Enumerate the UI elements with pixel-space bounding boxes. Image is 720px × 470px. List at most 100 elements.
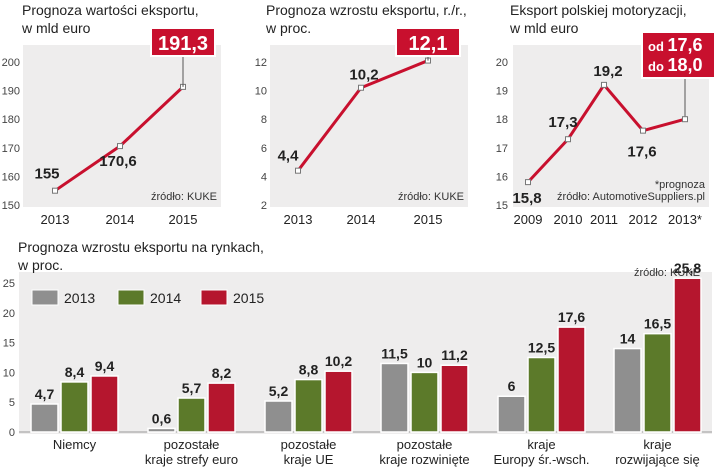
chart-title: Prognoza wzrostu eksportu na rynkach,	[18, 239, 264, 255]
y-tick-label: 5	[9, 397, 15, 409]
data-label: 4,4	[278, 148, 300, 165]
y-tick-label: 190	[2, 86, 20, 98]
y-tick-label: 17	[496, 143, 508, 155]
data-label: 170,6	[99, 153, 137, 170]
legend-swatch	[200, 289, 228, 306]
plot-area	[23, 45, 221, 207]
y-tick-label: 20	[496, 57, 508, 69]
bar	[177, 397, 206, 433]
category-label: kraje rozwinięte	[379, 452, 469, 467]
bar	[90, 375, 119, 433]
bar-value-label: 11,2	[441, 347, 468, 363]
chart-title: w proc.	[17, 257, 63, 273]
bar-value-label: 10	[417, 354, 433, 370]
bar-value-label: 8,4	[65, 364, 85, 380]
bar	[410, 371, 439, 433]
x-tick-label: 2013*	[668, 212, 702, 227]
bar-value-label: 0,6	[152, 410, 172, 426]
plot-area	[270, 45, 468, 207]
y-tick-label: 4	[261, 171, 267, 183]
y-tick-label: 10	[255, 86, 267, 98]
chart-title: Prognoza wartości eksportu,	[22, 2, 199, 18]
bar-value-label: 9,4	[95, 358, 115, 374]
data-point	[682, 116, 688, 123]
category-label: pozostałe	[397, 437, 453, 452]
callout-value: 12,1	[409, 33, 448, 55]
legend-swatch	[31, 289, 59, 306]
bar-value-label: 5,2	[269, 383, 289, 399]
callout-value: 191,3	[158, 33, 208, 55]
chart-title: Eksport polskiej motoryzacji,	[510, 2, 687, 18]
y-tick-label: 200	[2, 57, 20, 69]
y-tick-label: 160	[2, 171, 20, 183]
source-note: źródło: KUKE	[634, 267, 700, 279]
y-tick-label: 18	[496, 114, 508, 126]
category-label: pozostałe	[164, 437, 220, 452]
bar-value-label: 8,8	[299, 362, 319, 378]
chart-title: w mld euro	[509, 20, 579, 36]
y-tick-label: 10	[3, 367, 15, 379]
y-tick-label: 2	[261, 200, 267, 212]
y-tick-label: 20	[3, 308, 15, 320]
bar-value-label: 16,5	[644, 316, 671, 332]
data-point	[601, 81, 607, 88]
data-label: 155	[34, 166, 59, 183]
bar	[324, 370, 353, 433]
bar	[643, 332, 672, 433]
y-tick-label: 12	[255, 57, 267, 69]
data-point	[640, 127, 646, 134]
bar	[380, 362, 409, 433]
data-label: 17,3	[548, 114, 577, 131]
data-point	[565, 136, 571, 143]
bar	[613, 347, 642, 433]
bar-value-label: 25,8	[674, 260, 701, 276]
bar	[30, 403, 59, 433]
y-tick-label: 25	[3, 278, 15, 290]
data-point	[52, 187, 58, 194]
y-tick-label: 8	[261, 114, 267, 126]
legend-label: 2014	[150, 290, 181, 306]
category-label: rozwijające się	[615, 452, 700, 467]
bar	[440, 364, 469, 433]
bar	[147, 427, 176, 433]
category-label: pozostałe	[281, 437, 337, 452]
callout-box	[641, 31, 716, 79]
bar-value-label: 17,6	[558, 309, 585, 325]
line-chart-2: Prognoza wzrostu eksportu, r./r., w proc.…	[255, 2, 468, 227]
bar-value-label: 11,5	[381, 345, 408, 361]
bar-value-label: 14	[620, 331, 636, 347]
forecast-note: *prognoza	[655, 179, 706, 191]
bar	[294, 378, 323, 433]
x-tick-label: 2013	[41, 212, 70, 227]
data-point	[358, 84, 364, 91]
category-label: kraje	[527, 437, 555, 452]
x-tick-label: 2014	[106, 212, 135, 227]
chart-title: Prognoza wzrostu eksportu, r./r.,	[266, 2, 467, 18]
category-label: Niemcy	[53, 437, 97, 452]
x-tick-label: 2009	[514, 212, 543, 227]
category-label: Europy śr.-wsch.	[493, 452, 589, 467]
x-tick-label: 2010	[554, 212, 583, 227]
legend-label: 2013	[64, 290, 95, 306]
x-tick-label: 2015	[169, 212, 198, 227]
bar	[497, 395, 526, 433]
y-tick-label: 6	[261, 143, 267, 155]
bar-value-label: 8,2	[212, 365, 232, 381]
data-point	[117, 143, 123, 150]
y-tick-label: 0	[9, 427, 15, 439]
callout-box	[150, 27, 216, 57]
y-tick-label: 19	[496, 86, 508, 98]
bar	[527, 356, 556, 433]
bar	[673, 277, 702, 433]
y-tick-label: 15	[3, 338, 15, 350]
x-tick-label: 2012	[629, 212, 658, 227]
data-label: 15,8	[512, 190, 541, 207]
bar-value-label: 6	[508, 378, 516, 394]
category-label: kraje UE	[284, 452, 334, 467]
y-tick-label: 16	[496, 171, 508, 183]
bar	[264, 400, 293, 433]
line-chart-3: Eksport polskiej motoryzacji, w mld euro 1…	[496, 2, 716, 227]
data-label: 19,2	[593, 63, 622, 80]
callout-box	[395, 27, 461, 57]
